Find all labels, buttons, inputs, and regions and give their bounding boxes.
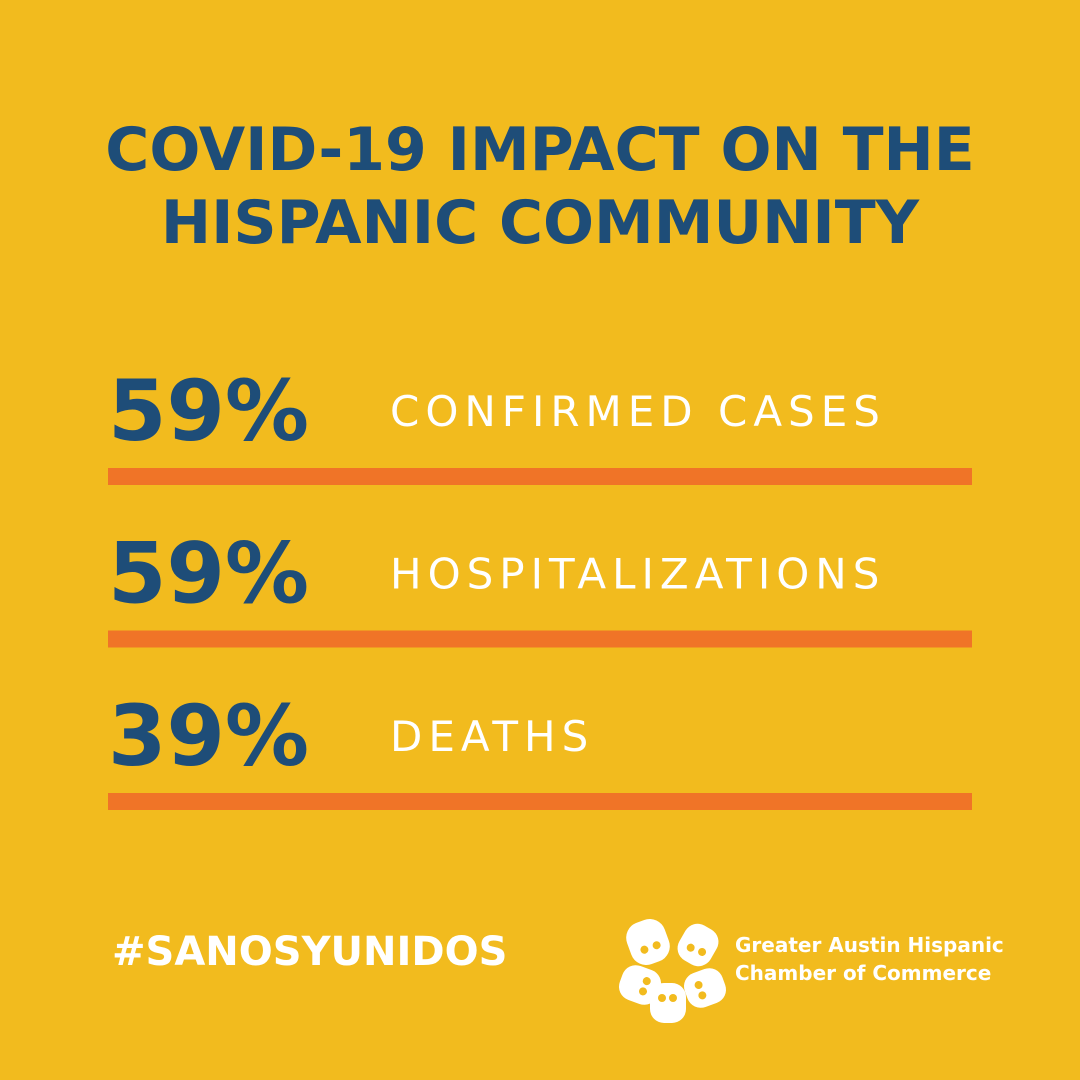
stat-value: 59% <box>108 525 309 623</box>
stat-label: HOSPITALIZATIONS <box>390 550 885 599</box>
logo <box>618 918 727 1023</box>
divider <box>108 630 972 648</box>
title-line: HISPANIC COMMUNITY <box>161 188 921 258</box>
title-line: COVID-19 IMPACT ON THE <box>105 115 974 185</box>
stat-label: DEATHS <box>390 712 594 761</box>
organization-line: Chamber of Commerce <box>735 961 991 985</box>
organization-line: Greater Austin Hispanic <box>735 933 1004 957</box>
divider <box>108 793 972 810</box>
stat-value: 39% <box>108 687 309 785</box>
stat-value: 59% <box>108 362 309 460</box>
divider <box>108 468 972 485</box>
stat-label: CONFIRMED CASES <box>390 387 886 436</box>
hashtag: #SANOSYUNIDOS <box>112 929 507 975</box>
stats: 59% CONFIRMED CASES 59% HOSPITALIZATIONS 39%… <box>108 362 972 810</box>
